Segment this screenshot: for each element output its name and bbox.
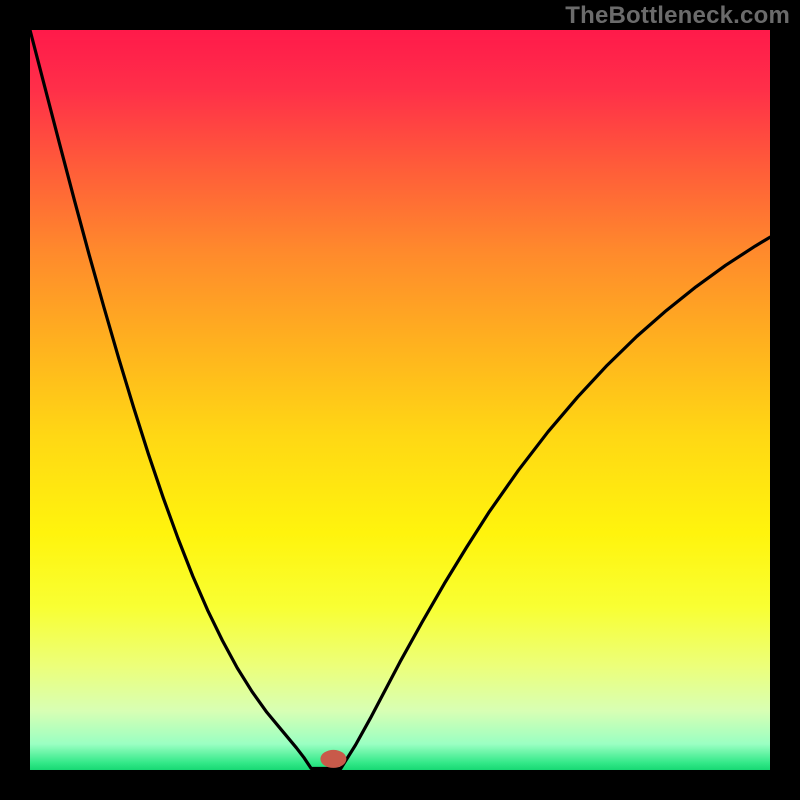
watermark-text: TheBottleneck.com [565, 2, 790, 30]
optimal-point-marker [320, 750, 346, 768]
bottleneck-chart [0, 0, 800, 800]
